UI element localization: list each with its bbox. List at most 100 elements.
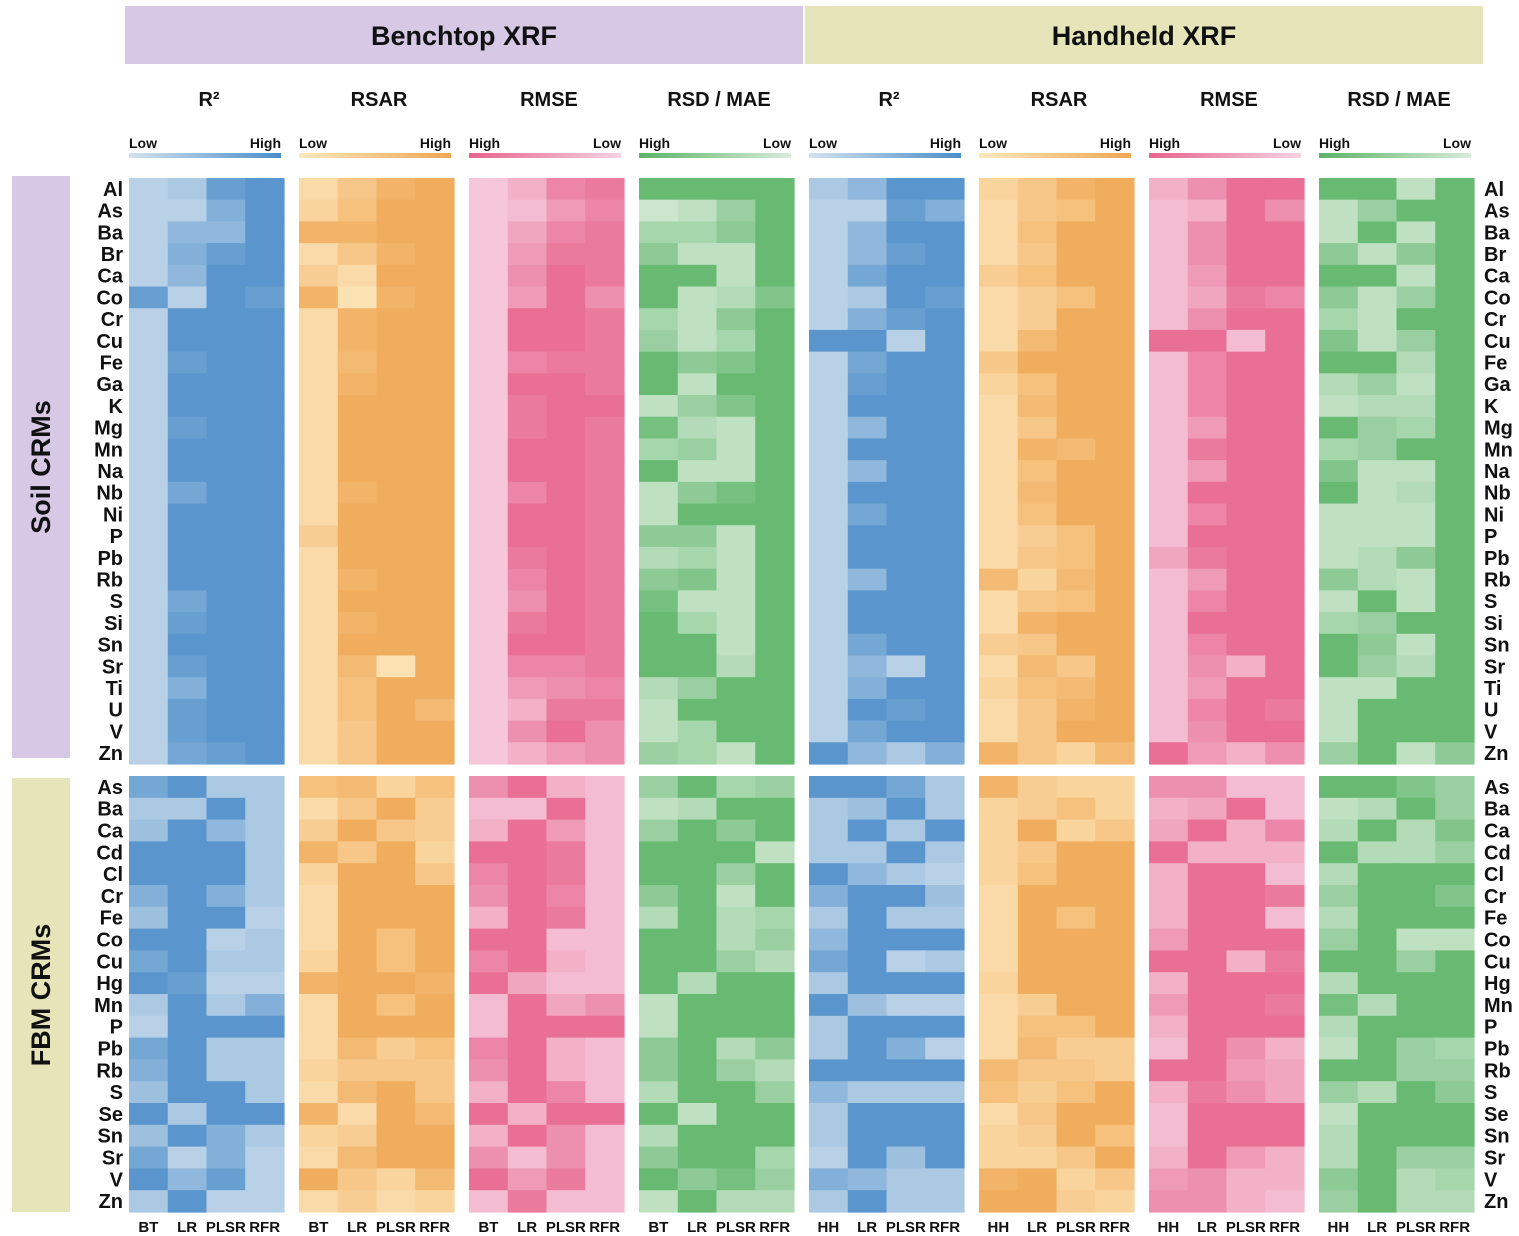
heatmap-cell (585, 264, 625, 288)
heatmap-cell (1357, 1190, 1398, 1213)
heatmap-cell (716, 819, 756, 842)
heatmap-cell (167, 416, 208, 440)
heatmap-cell (1095, 199, 1135, 222)
heatmap-cell (415, 742, 455, 765)
heatmap-cell (1319, 329, 1359, 353)
element-label-right: As (1484, 777, 1510, 799)
heatmap-cell (167, 950, 208, 973)
heatmap-cell (1226, 1037, 1266, 1060)
heatmap-cell (337, 1059, 378, 1082)
heatmap-cell (376, 972, 416, 995)
heatmap-cell (639, 503, 679, 526)
heatmap-cell (1319, 243, 1359, 266)
heatmap-cell (1149, 819, 1189, 842)
heatmap-cell (129, 460, 169, 483)
heatmap-cell (886, 178, 926, 201)
heatmap-cell (1435, 612, 1475, 635)
heatmap-cell (1396, 797, 1436, 821)
heatmap-cell (167, 221, 208, 244)
heatmap-cell (1396, 438, 1436, 461)
heatmap-cell (129, 525, 169, 548)
element-label-left: Cd (96, 842, 123, 864)
heatmap-cell (206, 1103, 246, 1126)
heatmap-cell (1017, 1015, 1058, 1039)
heatmap-cell (1187, 416, 1228, 440)
heatmap-cell (129, 546, 169, 570)
heatmap-cell (415, 590, 455, 613)
heatmap-cell (167, 481, 208, 505)
heatmap-cell (639, 698, 679, 722)
heatmap-cell (507, 950, 548, 973)
heatmap-cell (716, 568, 756, 591)
heatmap-cell (507, 199, 548, 222)
element-label-right: Ba (1484, 222, 1510, 244)
heatmap-cell (206, 1124, 246, 1148)
heatmap-cell (1357, 972, 1398, 995)
heatmap-cell (1226, 906, 1266, 930)
heatmap-cell (1396, 460, 1436, 483)
scale-label-right: Low (593, 135, 621, 151)
scale-bar-rsar (979, 153, 1131, 158)
heatmap-cell (299, 885, 339, 908)
heatmap-cell (206, 819, 246, 842)
heatmap-cell (167, 1081, 208, 1104)
heatmap-cell (1187, 178, 1228, 201)
heatmap-cell (1095, 742, 1135, 765)
heatmap-cell (1187, 503, 1228, 526)
heatmap-cell (167, 199, 208, 222)
heatmap-cell (507, 286, 548, 309)
heatmap-cell (886, 395, 926, 418)
heatmap-cell (206, 438, 246, 461)
heatmap-cell (337, 885, 378, 908)
heatmap-cell (376, 178, 416, 201)
heatmap-cell (507, 698, 548, 722)
heatmap-cell (1435, 481, 1475, 505)
heatmap-cell (546, 797, 586, 821)
heatmap-cell (337, 438, 378, 461)
element-label-left: Sn (97, 1126, 123, 1148)
heatmap-cell (716, 655, 756, 678)
heatmap-cell (1435, 972, 1475, 995)
heatmap-cell (546, 819, 586, 842)
heatmap-cell (1265, 863, 1305, 886)
heatmap-cell (1396, 1081, 1436, 1104)
heatmap-cell (886, 199, 926, 222)
element-label-left: Cl (103, 864, 123, 886)
heatmap-cell (886, 819, 926, 842)
heatmap-cell (886, 243, 926, 266)
heatmap-cell (376, 677, 416, 700)
heatmap-cell (1435, 720, 1475, 743)
heatmap-cell (546, 633, 586, 657)
heatmap-cell (886, 720, 926, 743)
heatmap-cell (979, 546, 1019, 570)
heatmap-cell (1396, 994, 1436, 1017)
heatmap-cell (755, 655, 795, 678)
method-label-rfr: RFR (419, 1219, 450, 1236)
heatmap-cell (979, 1168, 1019, 1191)
heatmap-cell (925, 1103, 965, 1126)
heatmap-cell (886, 1168, 926, 1191)
heatmap-cell (755, 373, 795, 396)
heatmap-cell (1187, 395, 1228, 418)
group-band-soil-crms (12, 176, 70, 758)
heatmap-cell (299, 819, 339, 842)
heatmap-cell (1187, 546, 1228, 570)
heatmap-cell (716, 776, 756, 799)
heatmap-cell (639, 525, 679, 548)
method-label-rfr: RFR (1439, 1219, 1470, 1236)
heatmap-cell (206, 525, 246, 548)
heatmap-cell (1435, 351, 1475, 374)
heatmap-cell (1226, 972, 1266, 995)
heatmap-cell (716, 546, 756, 570)
heatmap-cell (299, 863, 339, 886)
heatmap-cell (979, 928, 1019, 951)
heatmap-cell (415, 863, 455, 886)
heatmap-cell (1095, 178, 1135, 201)
heatmap-cell (755, 481, 795, 505)
heatmap-cell (1265, 885, 1305, 908)
heatmap-cell (129, 503, 169, 526)
heatmap-cell (1226, 1124, 1266, 1148)
heatmap-cell (585, 1168, 625, 1191)
heatmap-cell (415, 286, 455, 309)
heatmap-cell (546, 1059, 586, 1082)
